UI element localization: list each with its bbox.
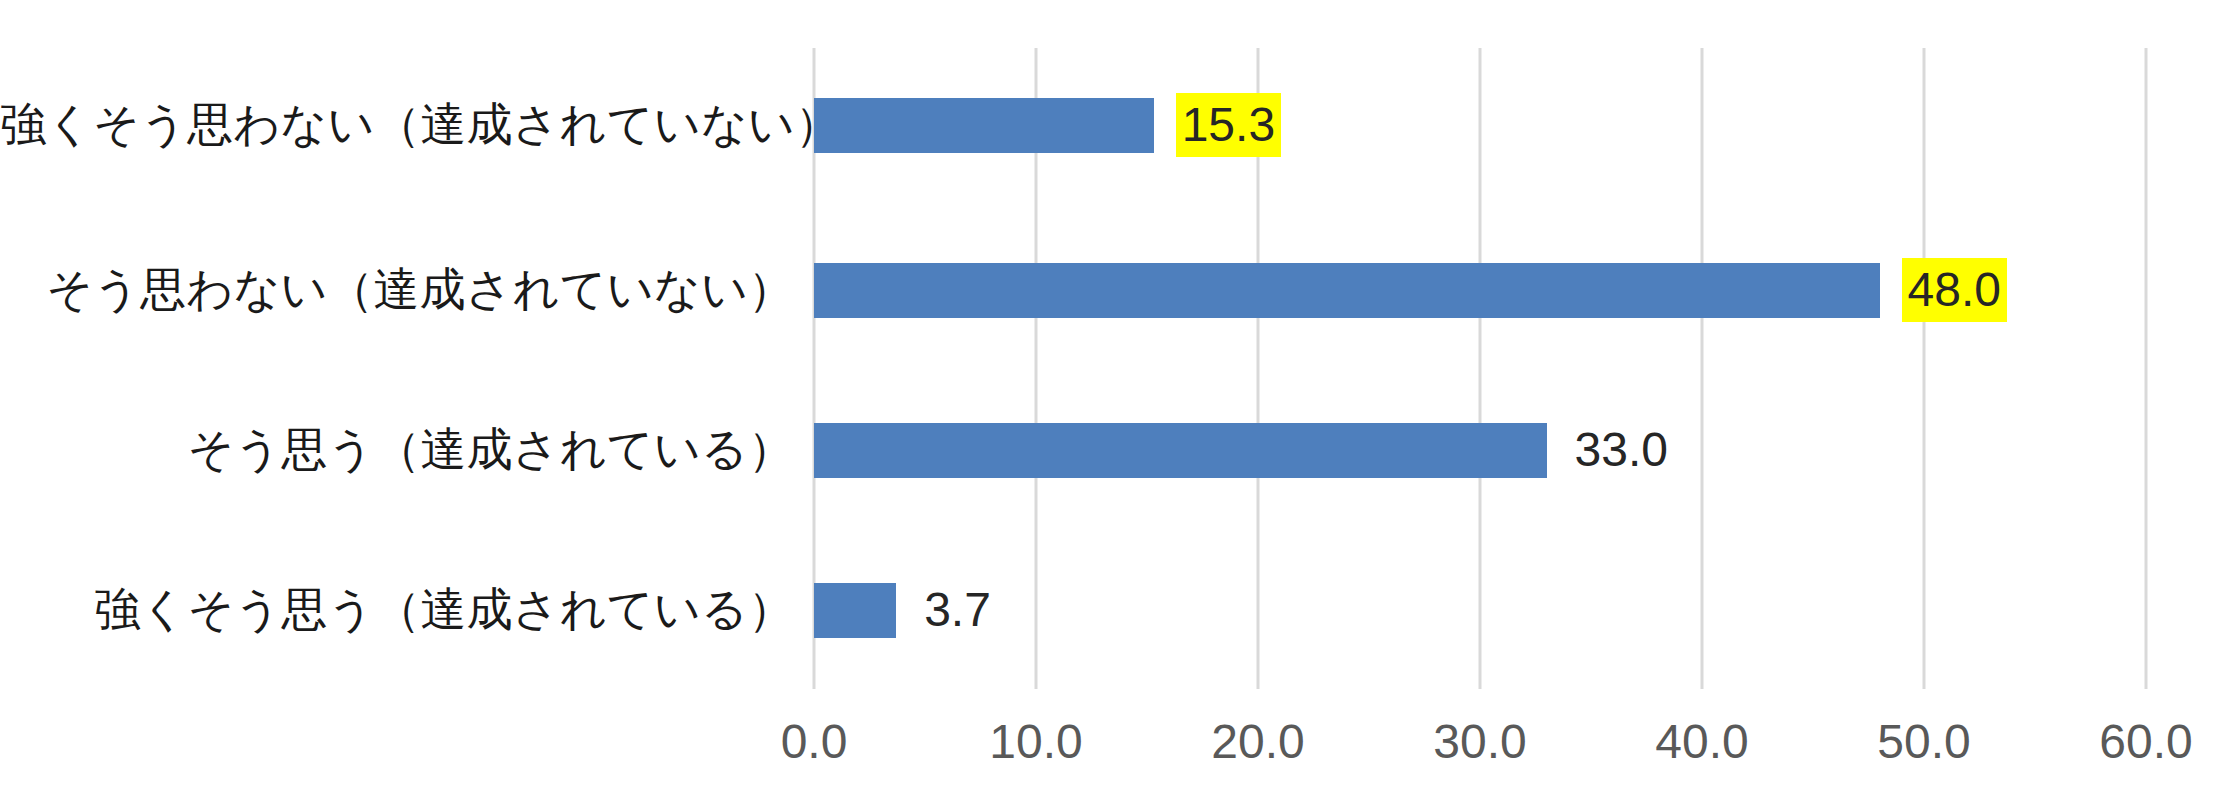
x-tick-label: 50.0 [1877, 714, 1970, 769]
value-label: 33.0 [1569, 418, 1674, 482]
bar-chart: 強くそう思わない（達成されていない） 15.3 そう思わない（達成されていない）… [0, 0, 2231, 791]
gridline [1479, 48, 1482, 689]
x-tick-label: 30.0 [1433, 714, 1526, 769]
x-tick-label: 40.0 [1655, 714, 1748, 769]
x-tick-label: 10.0 [989, 714, 1082, 769]
x-tick-label: 0.0 [781, 714, 848, 769]
value-label: 3.7 [918, 578, 997, 642]
category-label: 強くそう思う（達成されている） [0, 579, 794, 641]
bar [814, 583, 896, 638]
value-label: 48.0 [1902, 258, 2007, 322]
gridline [1923, 48, 1926, 689]
gridline [1701, 48, 1704, 689]
category-label: そう思う（達成されている） [0, 419, 794, 481]
bar [814, 98, 1154, 153]
x-tick-label: 60.0 [2099, 714, 2192, 769]
gridline [2145, 48, 2148, 689]
bar [814, 263, 1880, 318]
category-label: 強くそう思わない（達成されていない） [0, 94, 794, 156]
bar [814, 423, 1547, 478]
category-label: そう思わない（達成されていない） [0, 259, 794, 321]
value-label: 15.3 [1176, 93, 1281, 157]
x-tick-label: 20.0 [1211, 714, 1304, 769]
